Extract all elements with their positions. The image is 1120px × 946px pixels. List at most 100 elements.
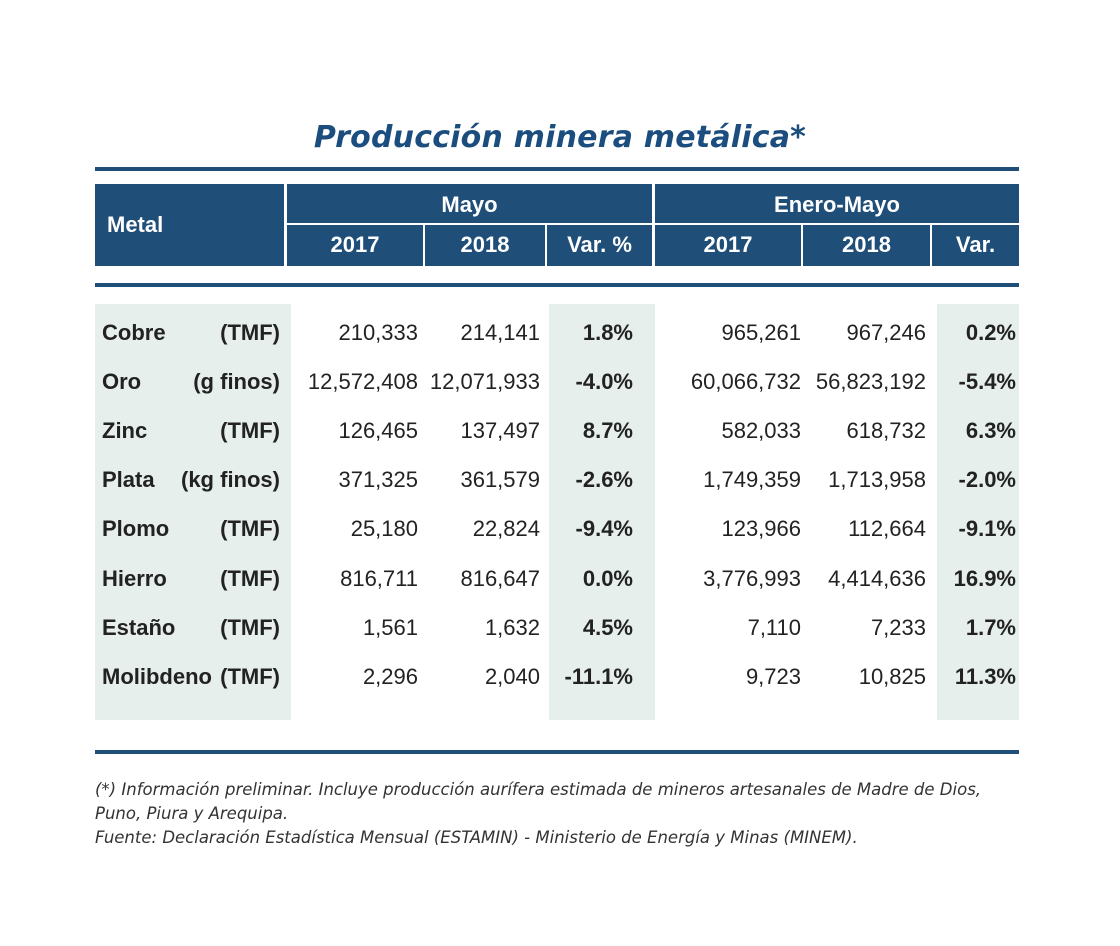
mayo-col-2017: 2017 <box>330 232 380 257</box>
metal-unit: (TMF) <box>220 320 280 345</box>
mayo-2018-value: 22,824 <box>472 516 540 541</box>
table-row: Molibdeno (TMF) 2,296 2,040 -11.1% 9,723… <box>0 652 1120 701</box>
enero-mayo-2017-value: 7,110 <box>747 615 801 640</box>
enero-mayo-header-label: Enero-Mayo <box>774 192 900 217</box>
metal-name: Zinc <box>102 418 148 443</box>
header-separator <box>545 225 547 266</box>
mayo-2017-value: 126,465 <box>338 418 418 443</box>
enero-mayo-header-group: Enero-Mayo 2017 2018 Var. <box>655 184 1019 266</box>
top-divider <box>95 167 1019 171</box>
mayo-2018-value: 361,579 <box>460 467 540 492</box>
page-title: Producción minera metálica* <box>313 120 807 155</box>
metal-header-label: Metal <box>107 212 164 237</box>
mayo-var-value: -11.1% <box>564 664 634 689</box>
mayo-2018-value: 816,647 <box>460 566 540 591</box>
mayo-2018-value: 137,497 <box>460 418 540 443</box>
enero-mayo-var-column-shading <box>937 304 1019 720</box>
enero-mayo-var-value: 0.2% <box>965 320 1016 345</box>
header-separator <box>801 225 803 266</box>
enero-mayo-2018-value: 967,246 <box>846 320 926 345</box>
enero-mayo-col-var: Var. <box>955 232 996 257</box>
metal-name: Molibdeno <box>102 664 212 689</box>
metal-unit: (TMF) <box>220 516 280 541</box>
mayo-2018-value: 214,141 <box>460 320 540 345</box>
mayo-2017-value: 210,333 <box>338 320 418 345</box>
mayo-col-var: Var. % <box>567 232 632 257</box>
enero-mayo-2018-value: 4,414,636 <box>828 566 926 591</box>
metal-name: Plata <box>102 467 155 492</box>
table-row: Plata (kg finos) 371,325 361,579 -2.6% 1… <box>0 455 1120 504</box>
metal-unit: (TMF) <box>220 418 280 443</box>
metal-name: Hierro <box>102 566 167 591</box>
mayo-2018-value: 1,632 <box>484 615 540 640</box>
enero-mayo-var-value: 6.3% <box>965 418 1016 443</box>
enero-mayo-2018-value: 1,713,958 <box>828 467 926 492</box>
mayo-2017-value: 816,711 <box>340 566 418 591</box>
metal-unit: (kg finos) <box>181 467 280 492</box>
mayo-2018-value: 2,040 <box>484 664 540 689</box>
enero-mayo-col-2017: 2017 <box>703 232 753 257</box>
enero-mayo-var-value: 1.7% <box>965 615 1016 640</box>
enero-mayo-2018-value: 112,664 <box>848 516 926 541</box>
enero-mayo-2017-value: 9,723 <box>745 664 801 689</box>
metal-name: Oro <box>102 369 142 394</box>
metal-unit: (TMF) <box>220 566 280 591</box>
mayo-header-divider <box>287 223 652 225</box>
enero-mayo-2018-value: 56,823,192 <box>815 369 926 394</box>
enero-mayo-2018-value: 7,233 <box>870 615 926 640</box>
metal-name: Cobre <box>102 320 166 345</box>
enero-mayo-2018-value: 10,825 <box>858 664 926 689</box>
enero-mayo-2017-value: 123,966 <box>721 516 801 541</box>
metal-column-shading <box>95 304 291 720</box>
mayo-2017-value: 1,561 <box>362 615 418 640</box>
mayo-var-value: -9.4% <box>575 516 633 541</box>
enero-mayo-2018-value: 618,732 <box>846 418 926 443</box>
mayo-header-label: Mayo <box>441 192 498 217</box>
enero-mayo-col-2018: 2018 <box>842 232 891 257</box>
mayo-var-value: 0.0% <box>582 566 633 591</box>
mayo-2017-value: 12,572,408 <box>307 369 418 394</box>
enero-mayo-var-value: -2.0% <box>958 467 1016 492</box>
enero-mayo-var-value: 16.9% <box>953 566 1016 591</box>
table-row: Plomo (TMF) 25,180 22,824 -9.4% 123,966 … <box>0 504 1120 553</box>
enero-mayo-var-value: 11.3% <box>954 664 1016 689</box>
mayo-var-value: -4.0% <box>575 369 633 394</box>
metal-unit: (TMF) <box>220 615 280 640</box>
mayo-col-2018: 2018 <box>460 232 510 257</box>
bottom-divider <box>95 750 1019 754</box>
enero-mayo-2017-value: 1,749,359 <box>703 467 801 492</box>
table-row: Zinc (TMF) 126,465 137,497 8.7% 582,033 … <box>0 406 1120 455</box>
enero-mayo-2017-value: 60,066,732 <box>690 369 801 394</box>
header-bottom-divider <box>95 283 1019 287</box>
footnote-preliminary-continued: Puno, Piura y Arequipa. <box>95 804 289 823</box>
footnote-source: Fuente: Declaración Estadística Mensual … <box>95 828 858 847</box>
footnote-preliminary: (*) Información preliminar. Incluye prod… <box>95 780 982 799</box>
enero-mayo-header-divider <box>655 223 1019 225</box>
mayo-var-value: -2.6% <box>575 467 633 492</box>
header-separator <box>423 225 425 266</box>
mayo-var-value: 8.7% <box>582 418 633 443</box>
mayo-var-value: 1.8% <box>582 320 633 345</box>
enero-mayo-var-value: -9.1% <box>958 516 1016 541</box>
mayo-2017-value: 2,296 <box>362 664 418 689</box>
enero-mayo-2017-value: 582,033 <box>721 418 801 443</box>
enero-mayo-2017-value: 3,776,993 <box>703 566 801 591</box>
metal-unit: (g finos) <box>193 369 280 394</box>
table-row: Cobre (TMF) 210,333 214,141 1.8% 965,261… <box>0 308 1120 357</box>
table-row: Hierro (TMF) 816,711 816,647 0.0% 3,776,… <box>0 554 1120 603</box>
enero-mayo-var-value: -5.4% <box>958 369 1016 394</box>
mayo-header-group: Mayo 2017 2018 Var. % <box>287 184 652 266</box>
metal-unit: (TMF) <box>220 664 280 689</box>
mayo-2018-value: 12,071,933 <box>429 369 540 394</box>
mayo-var-column-shading <box>549 304 655 720</box>
metal-name: Plomo <box>102 516 170 541</box>
enero-mayo-2017-value: 965,261 <box>721 320 801 345</box>
mayo-2017-value: 25,180 <box>350 516 418 541</box>
metal-header-cell: Metal <box>95 184 284 266</box>
header-separator <box>930 225 932 266</box>
table-row: Estaño (TMF) 1,561 1,632 4.5% 7,110 7,23… <box>0 603 1120 652</box>
mayo-var-value: 4.5% <box>582 615 633 640</box>
mayo-2017-value: 371,325 <box>338 467 418 492</box>
metal-name: Estaño <box>102 615 176 640</box>
table-row: Oro (g finos) 12,572,408 12,071,933 -4.0… <box>0 357 1120 406</box>
